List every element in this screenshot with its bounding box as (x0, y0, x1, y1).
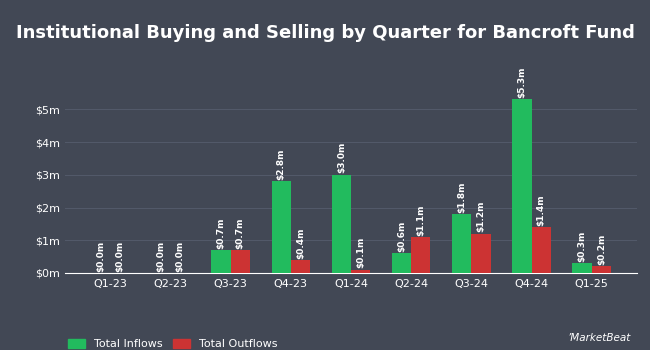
Text: $0.0m: $0.0m (116, 240, 124, 272)
Bar (592, 266, 611, 273)
Bar (211, 250, 231, 273)
Bar (392, 253, 411, 273)
Text: $3.0m: $3.0m (337, 142, 346, 174)
Text: $0.6m: $0.6m (397, 220, 406, 252)
Text: $0.0m: $0.0m (176, 240, 185, 272)
Bar (471, 234, 491, 273)
Text: ’MarketBeat: ’MarketBeat (567, 333, 630, 343)
Bar (411, 237, 430, 273)
Bar (291, 260, 310, 273)
Text: $1.1m: $1.1m (416, 204, 425, 236)
Text: $1.8m: $1.8m (457, 181, 466, 213)
Bar (272, 181, 291, 273)
Text: Institutional Buying and Selling by Quarter for Bancroft Fund: Institutional Buying and Selling by Quar… (16, 25, 634, 42)
Text: $0.3m: $0.3m (578, 231, 586, 262)
Legend: Total Inflows, Total Outflows: Total Inflows, Total Outflows (65, 335, 281, 350)
Bar (573, 263, 592, 273)
Text: $5.3m: $5.3m (517, 66, 526, 98)
Bar (512, 99, 532, 273)
Text: $0.1m: $0.1m (356, 237, 365, 268)
Text: $0.7m: $0.7m (236, 217, 245, 249)
Text: $0.0m: $0.0m (156, 240, 165, 272)
Text: $0.7m: $0.7m (216, 217, 226, 249)
Text: $1.2m: $1.2m (476, 201, 486, 232)
Bar (351, 270, 370, 273)
Text: $2.8m: $2.8m (277, 148, 286, 180)
Text: $0.0m: $0.0m (96, 240, 105, 272)
Text: $0.2m: $0.2m (597, 234, 606, 265)
Text: $1.4m: $1.4m (537, 194, 546, 226)
Text: $0.4m: $0.4m (296, 227, 305, 259)
Bar (332, 175, 351, 273)
Bar (231, 250, 250, 273)
Bar (532, 227, 551, 273)
Bar (452, 214, 471, 273)
